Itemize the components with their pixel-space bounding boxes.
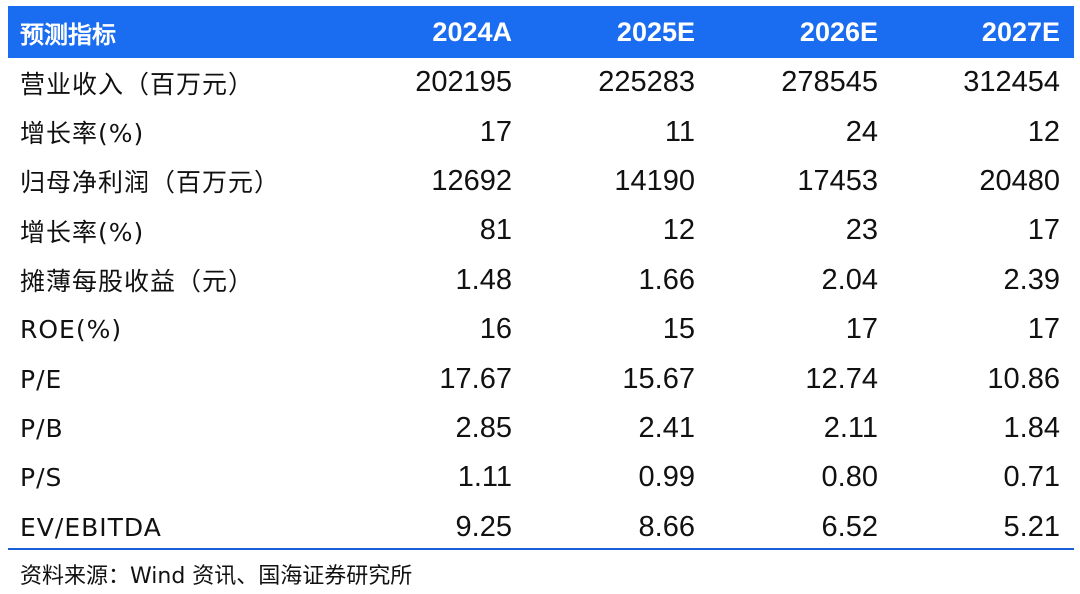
cell-value: 23 [845, 214, 878, 247]
table-row-profit-growth: 增长率(%) 81 12 23 17 [8, 206, 1074, 255]
cell-value: 8.66 [638, 510, 695, 543]
cell-value: 2.85 [455, 411, 512, 444]
cell-value: 15 [662, 313, 695, 346]
cell-value: 12.74 [805, 362, 878, 395]
row-label: P/E [20, 364, 63, 394]
table-row-revenue-growth: 增长率(%) 17 11 24 12 [8, 107, 1074, 156]
cell-value: 17.67 [439, 362, 512, 395]
table-row-net-profit: 归母净利润（百万元） 12692 14190 17453 20480 [8, 157, 1074, 206]
cell-value: 1.84 [1003, 411, 1060, 444]
row-label: 营业收入（百万元） [20, 69, 255, 99]
cell-value: 17453 [797, 164, 878, 197]
table-bottom-rule [8, 548, 1074, 550]
row-label: 归母净利润（百万元） [20, 168, 281, 198]
cell-value: 6.52 [821, 510, 878, 543]
cell-value: 12692 [431, 164, 512, 197]
cell-value: 15.67 [622, 362, 695, 395]
forecast-table: 预测指标 2024A 2025E 2026E 2027E 营业收入（百万元） 2… [8, 6, 1074, 552]
cell-value: 20480 [979, 164, 1060, 197]
cell-value: 0.71 [1003, 461, 1060, 494]
cell-value: 12 [662, 214, 695, 247]
header-year-2025e: 2025E [526, 6, 709, 58]
cell-value: 5.21 [1003, 510, 1060, 543]
cell-value: 1.66 [638, 263, 695, 296]
header-year-2026e: 2026E [709, 6, 892, 58]
cell-value: 278545 [781, 66, 878, 99]
row-label: P/S [20, 463, 63, 493]
table-row-revenue: 营业收入（百万元） 202195 225283 278545 312454 [8, 58, 1074, 107]
cell-value: 24 [845, 115, 878, 148]
header-year-2024a: 2024A [348, 6, 526, 58]
cell-value: 2.39 [1003, 263, 1060, 296]
table-row-pe: P/E 17.67 15.67 12.74 10.86 [8, 354, 1074, 403]
cell-value: 1.11 [457, 461, 512, 494]
cell-value: 202195 [415, 66, 512, 99]
cell-value: 2.04 [821, 263, 878, 296]
cell-value: 81 [479, 214, 512, 247]
cell-value: 225283 [598, 66, 695, 99]
table-header-row: 预测指标 2024A 2025E 2026E 2027E [8, 6, 1074, 58]
cell-value: 16 [479, 313, 512, 346]
cell-value: 11 [664, 115, 695, 148]
cell-value: 12 [1027, 115, 1060, 148]
cell-value: 312454 [963, 66, 1060, 99]
header-label-cell: 预测指标 [8, 6, 348, 58]
cell-value: 0.99 [638, 461, 695, 494]
source-note: 资料来源：Wind 资讯、国海证券研究所 [20, 564, 413, 589]
cell-value: 0.80 [821, 461, 878, 494]
row-label: P/B [20, 413, 64, 443]
table-row-roe: ROE(%) 16 15 17 17 [8, 305, 1074, 354]
cell-value: 1.48 [455, 263, 512, 296]
cell-value: 17 [479, 115, 512, 148]
table-row-pb: P/B 2.85 2.41 2.11 1.84 [8, 404, 1074, 453]
cell-value: 10.86 [987, 362, 1060, 395]
row-label: ROE(%) [20, 315, 123, 345]
row-label: 增长率(%) [20, 217, 145, 247]
cell-value: 17 [1027, 313, 1060, 346]
cell-value: 2.11 [823, 411, 878, 444]
cell-value: 17 [845, 313, 878, 346]
row-label: 增长率(%) [20, 119, 145, 149]
cell-value: 9.25 [455, 510, 512, 543]
table-row-eps: 摊薄每股收益（元） 1.48 1.66 2.04 2.39 [8, 256, 1074, 305]
row-label: EV/EBITDA [20, 512, 162, 542]
cell-value: 17 [1027, 214, 1060, 247]
table-row-ev-ebitda: EV/EBITDA 9.25 8.66 6.52 5.21 [8, 503, 1074, 552]
table-row-ps: P/S 1.11 0.99 0.80 0.71 [8, 453, 1074, 502]
header-year-2027e: 2027E [892, 6, 1074, 58]
cell-value: 14190 [614, 164, 695, 197]
row-label: 摊薄每股收益（元） [20, 267, 255, 297]
cell-value: 2.41 [638, 411, 695, 444]
